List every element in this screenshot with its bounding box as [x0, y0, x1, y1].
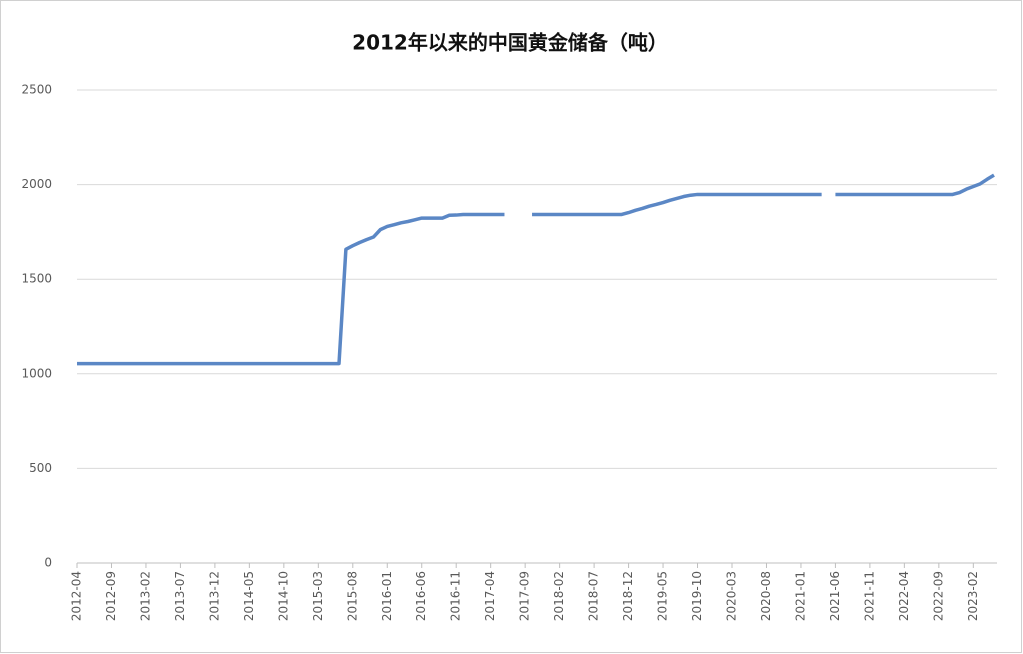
- x-tick-label: 2017-09: [518, 571, 532, 621]
- x-tick-label: 2012-04: [70, 571, 84, 621]
- y-tick-label: 1500: [21, 272, 52, 286]
- x-tick-label: 2016-11: [449, 571, 463, 621]
- x-tick-label: 2021-06: [828, 571, 842, 621]
- x-tick-label: 2021-11: [862, 571, 876, 621]
- x-tick-label: 2017-04: [483, 571, 497, 621]
- x-tick-label: 2014-10: [276, 571, 290, 621]
- x-tick-label: 2020-03: [725, 571, 739, 621]
- x-tick-label: 2022-09: [931, 571, 945, 621]
- x-tick-label: 2013-07: [173, 571, 187, 621]
- x-tick-label: 2023-02: [966, 571, 980, 621]
- y-tick-label: 500: [29, 461, 52, 475]
- x-tick-label: 2019-10: [690, 571, 704, 621]
- x-tick-label: 2022-04: [897, 571, 911, 621]
- x-tick-label: 2013-12: [207, 571, 221, 621]
- x-tick-label: 2018-07: [587, 571, 601, 621]
- y-tick-label: 1000: [21, 366, 52, 380]
- x-tick-label: 2015-03: [311, 571, 325, 621]
- x-tick-label: 2019-05: [656, 571, 670, 621]
- x-tick-label: 2020-08: [759, 571, 773, 621]
- x-tick-label: 2018-02: [552, 571, 566, 621]
- x-tick-label: 2015-08: [345, 571, 359, 621]
- x-tick-label: 2014-05: [242, 571, 256, 621]
- y-tick-label: 0: [44, 556, 52, 570]
- y-tick-label: 2500: [21, 83, 52, 97]
- x-tick-label: 2013-02: [138, 571, 152, 621]
- y-tick-label: 2000: [21, 177, 52, 191]
- x-tick-label: 2012-09: [104, 571, 118, 621]
- x-tick-label: 2021-01: [793, 571, 807, 621]
- x-tick-label: 2016-01: [380, 571, 394, 621]
- x-tick-label: 2016-06: [414, 571, 428, 621]
- chart-title: 2012年以来的中国黄金储备（吨）: [352, 31, 668, 55]
- x-tick-label: 2018-12: [621, 571, 635, 621]
- data-line: [77, 173, 995, 366]
